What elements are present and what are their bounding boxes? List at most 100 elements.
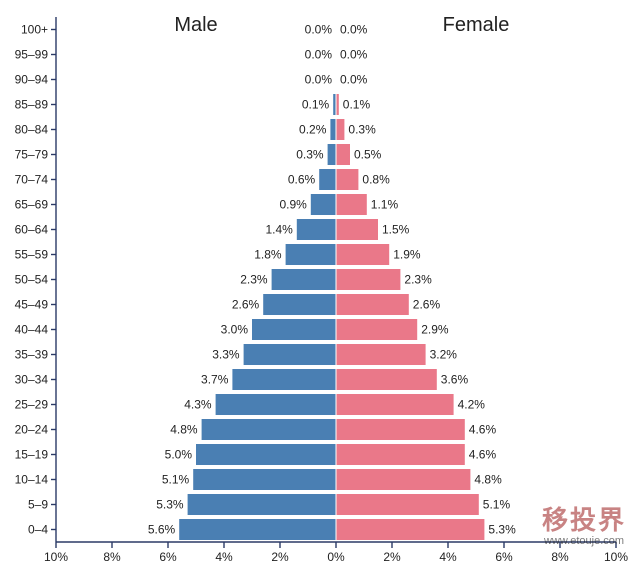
female-bar	[336, 319, 418, 340]
watermark: 移投界 www.etouje.com	[542, 500, 626, 547]
male-bar	[196, 444, 336, 465]
female-bar	[336, 369, 437, 390]
x-tick-label: 0%	[327, 550, 345, 564]
female-value-label: 5.3%	[488, 523, 516, 537]
male-bar	[215, 394, 336, 415]
female-bar	[336, 294, 409, 315]
y-tick-label: 40–44	[15, 323, 49, 337]
female-bar	[336, 494, 479, 515]
female-bar	[336, 444, 465, 465]
x-tick-label: 10%	[44, 550, 68, 564]
female-bar	[336, 344, 426, 365]
bars-group	[179, 57, 485, 542]
x-tick-label: 4%	[439, 550, 457, 564]
x-tick-label: 2%	[383, 550, 401, 564]
female-bar	[336, 119, 345, 140]
female-value-label: 0.0%	[340, 48, 368, 62]
male-bar	[187, 494, 336, 515]
female-value-label: 2.3%	[404, 273, 432, 287]
female-title: Female	[443, 14, 510, 36]
male-bar	[330, 119, 336, 140]
female-value-label: 0.5%	[354, 148, 382, 162]
female-bar	[336, 244, 390, 265]
y-tick-label: 70–74	[15, 173, 49, 187]
female-bar	[336, 269, 401, 290]
female-value-label: 1.9%	[393, 248, 421, 262]
male-value-label: 3.7%	[201, 373, 229, 387]
y-tick-label: 35–39	[15, 348, 49, 362]
female-value-label: 1.5%	[382, 223, 410, 237]
male-value-label: 0.2%	[299, 123, 327, 137]
male-bar	[263, 294, 336, 315]
female-bar	[336, 94, 339, 115]
y-tick-label: 60–64	[15, 223, 49, 237]
x-tick-label: 8%	[103, 550, 121, 564]
male-value-label: 2.6%	[232, 298, 260, 312]
x-tick-label: 10%	[604, 550, 628, 564]
female-value-label: 0.8%	[362, 173, 390, 187]
female-value-label: 0.3%	[348, 123, 376, 137]
female-bar	[336, 169, 359, 190]
male-bar	[296, 219, 336, 240]
female-bar	[336, 144, 350, 165]
female-value-label: 4.2%	[458, 398, 486, 412]
male-bar	[327, 144, 336, 165]
male-value-label: 5.6%	[148, 523, 176, 537]
female-bar	[336, 419, 465, 440]
male-bar	[285, 244, 336, 265]
female-value-label: 4.6%	[469, 448, 497, 462]
male-bar	[333, 94, 336, 115]
male-value-label: 0.1%	[302, 98, 330, 112]
male-title: Male	[174, 14, 217, 36]
male-value-label: 4.3%	[184, 398, 212, 412]
female-value-label: 0.0%	[340, 23, 368, 37]
female-bar	[336, 469, 471, 490]
value-labels-group: 0.0% 0.0% 0.0% 0.0% 0.0% 0.0% 0.1% 0.1% 0.2% 0.3%…	[148, 23, 516, 537]
y-tick-label: 75–79	[15, 148, 49, 162]
male-value-label: 4.8%	[170, 423, 198, 437]
y-tick-label: 25–29	[15, 398, 49, 412]
male-bar	[310, 194, 336, 215]
male-bar	[252, 319, 336, 340]
female-bar	[336, 219, 378, 240]
y-tick-label: 90–94	[15, 73, 49, 87]
watermark-url: www.etouje.com	[543, 535, 625, 547]
x-tick-label: 4%	[215, 550, 233, 564]
female-value-label: 1.1%	[371, 198, 399, 212]
male-value-label: 0.0%	[305, 23, 333, 37]
x-tick-label: 2%	[271, 550, 289, 564]
male-value-label: 1.8%	[254, 248, 282, 262]
male-value-label: 2.3%	[240, 273, 268, 287]
male-value-label: 0.0%	[305, 48, 333, 62]
male-bar	[271, 269, 336, 290]
x-axis: 10% 8% 6% 4% 2% 0% 2% 4% 6% 8% 10%	[44, 541, 628, 564]
male-value-label: 3.3%	[212, 348, 240, 362]
y-tick-label: 100+	[21, 23, 48, 37]
female-value-label: 4.8%	[474, 473, 502, 487]
female-value-label: 5.1%	[483, 498, 511, 512]
y-tick-label: 45–49	[15, 298, 49, 312]
y-tick-label: 95–99	[15, 48, 49, 62]
female-value-label: 3.6%	[441, 373, 469, 387]
female-bar	[336, 519, 485, 540]
female-value-label: 2.6%	[413, 298, 441, 312]
x-tick-label: 6%	[159, 550, 177, 564]
male-value-label: 5.0%	[165, 448, 193, 462]
female-value-label: 2.9%	[421, 323, 449, 337]
y-tick-label: 30–34	[15, 373, 49, 387]
y-tick-label: 0–4	[28, 523, 48, 537]
y-tick-label: 10–14	[15, 473, 49, 487]
male-value-label: 0.0%	[305, 73, 333, 87]
female-bar	[336, 394, 454, 415]
female-value-label: 3.2%	[430, 348, 458, 362]
female-value-label: 0.0%	[340, 73, 368, 87]
male-value-label: 0.6%	[288, 173, 316, 187]
y-tick-label: 50–54	[15, 273, 49, 287]
y-tick-label: 20–24	[15, 423, 49, 437]
female-value-label: 0.1%	[343, 98, 371, 112]
male-value-label: 0.9%	[279, 198, 307, 212]
y-tick-label: 80–84	[15, 123, 49, 137]
x-tick-label: 6%	[495, 550, 513, 564]
male-bar	[319, 169, 336, 190]
